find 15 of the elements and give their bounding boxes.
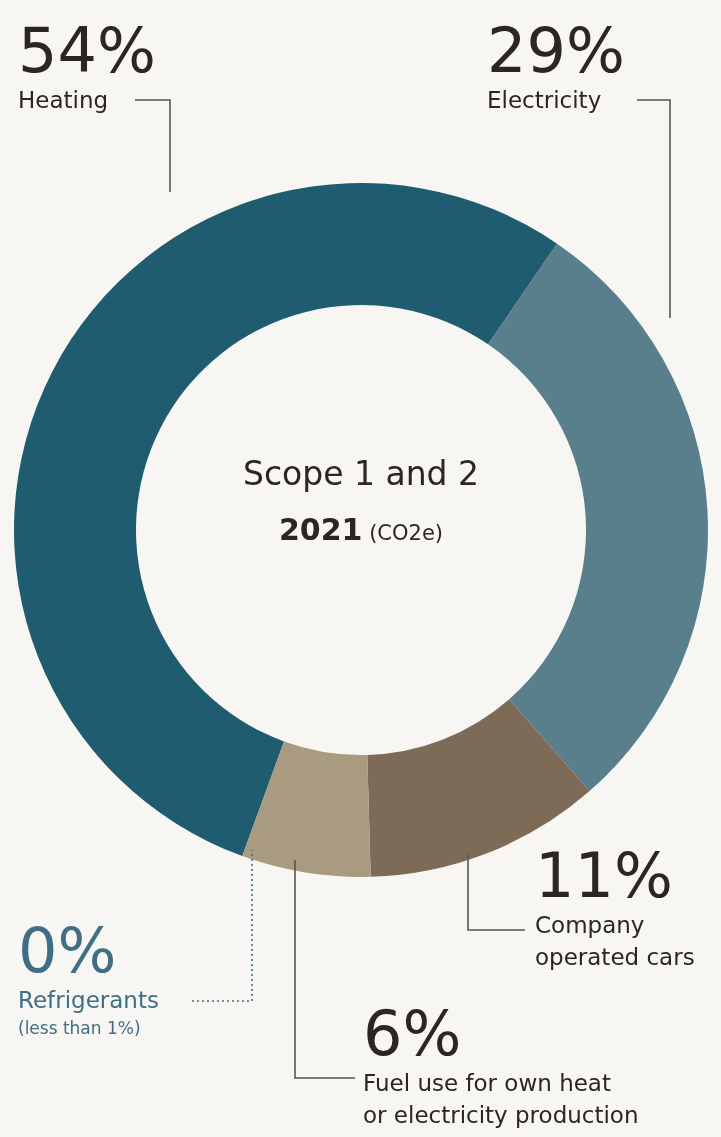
slice-label: Electricity [487, 87, 602, 113]
category-label: Refrigerants [18, 987, 159, 1013]
data-label: 6% [363, 997, 462, 1070]
data-label: 11% [535, 839, 673, 912]
data-label: 29% [487, 14, 625, 87]
slice-label: Fuel use for own heat or electricity production [363, 1070, 639, 1128]
slice-label: Company operated cars [535, 912, 695, 970]
text: 0% [18, 914, 117, 987]
text: Scope 1 and 2 [242, 454, 480, 493]
data-label: 54% [18, 14, 156, 87]
donut-slice [242, 741, 371, 877]
text: 2021 (CO2e) [278, 512, 444, 547]
slice-label: Heating [18, 87, 109, 113]
donut-slice [488, 243, 708, 792]
text: (less than 1%) [18, 1018, 141, 1038]
